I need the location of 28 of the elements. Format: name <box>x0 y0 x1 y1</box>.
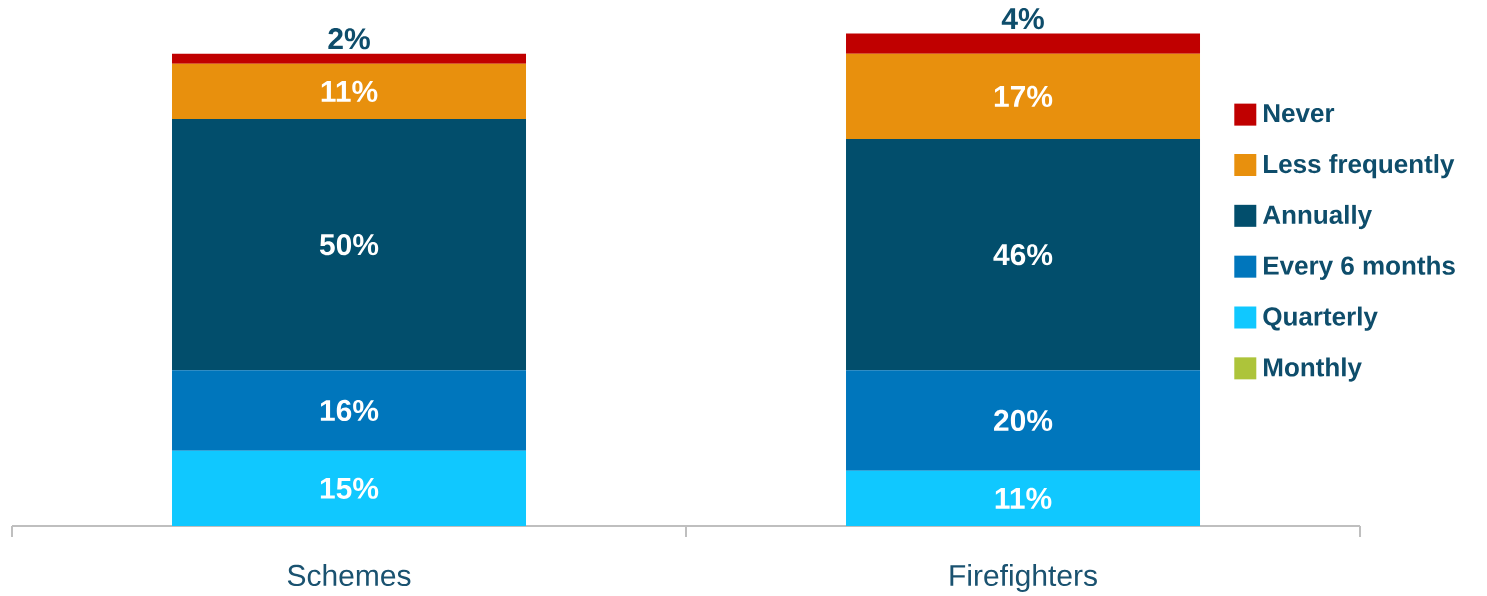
data-label: 2% <box>328 28 370 50</box>
data-label: 11% <box>995 487 1052 509</box>
legend-label: Never <box>1264 104 1335 123</box>
bar <box>172 119 527 371</box>
data-label: 50% <box>319 234 379 256</box>
legend-label: Every 6 months <box>1264 255 1455 280</box>
bar <box>172 63 527 120</box>
data-label: 17% <box>994 85 1053 107</box>
bar <box>172 450 527 526</box>
data-label: 46% <box>993 244 1053 266</box>
bar <box>846 139 1201 371</box>
bar <box>172 370 527 451</box>
bar <box>172 53 527 64</box>
legend-label: Quarterly <box>1263 306 1378 331</box>
x-tick-label: Schemes <box>287 564 411 587</box>
bar <box>846 33 1201 54</box>
data-label: 4% <box>1001 8 1044 30</box>
data-label: 16% <box>320 399 379 422</box>
bar <box>846 53 1201 140</box>
legend-label: Less frequently <box>1264 154 1455 179</box>
data-label: 11% <box>321 80 378 102</box>
bar <box>846 370 1201 471</box>
x-tick-label: Firefighters <box>950 564 1097 593</box>
data-label: 20% <box>994 409 1053 432</box>
legend-label: Annually <box>1262 204 1372 230</box>
bar <box>846 470 1201 526</box>
data-label: 15% <box>320 477 379 499</box>
legend-label: Monthly <box>1264 357 1362 382</box>
